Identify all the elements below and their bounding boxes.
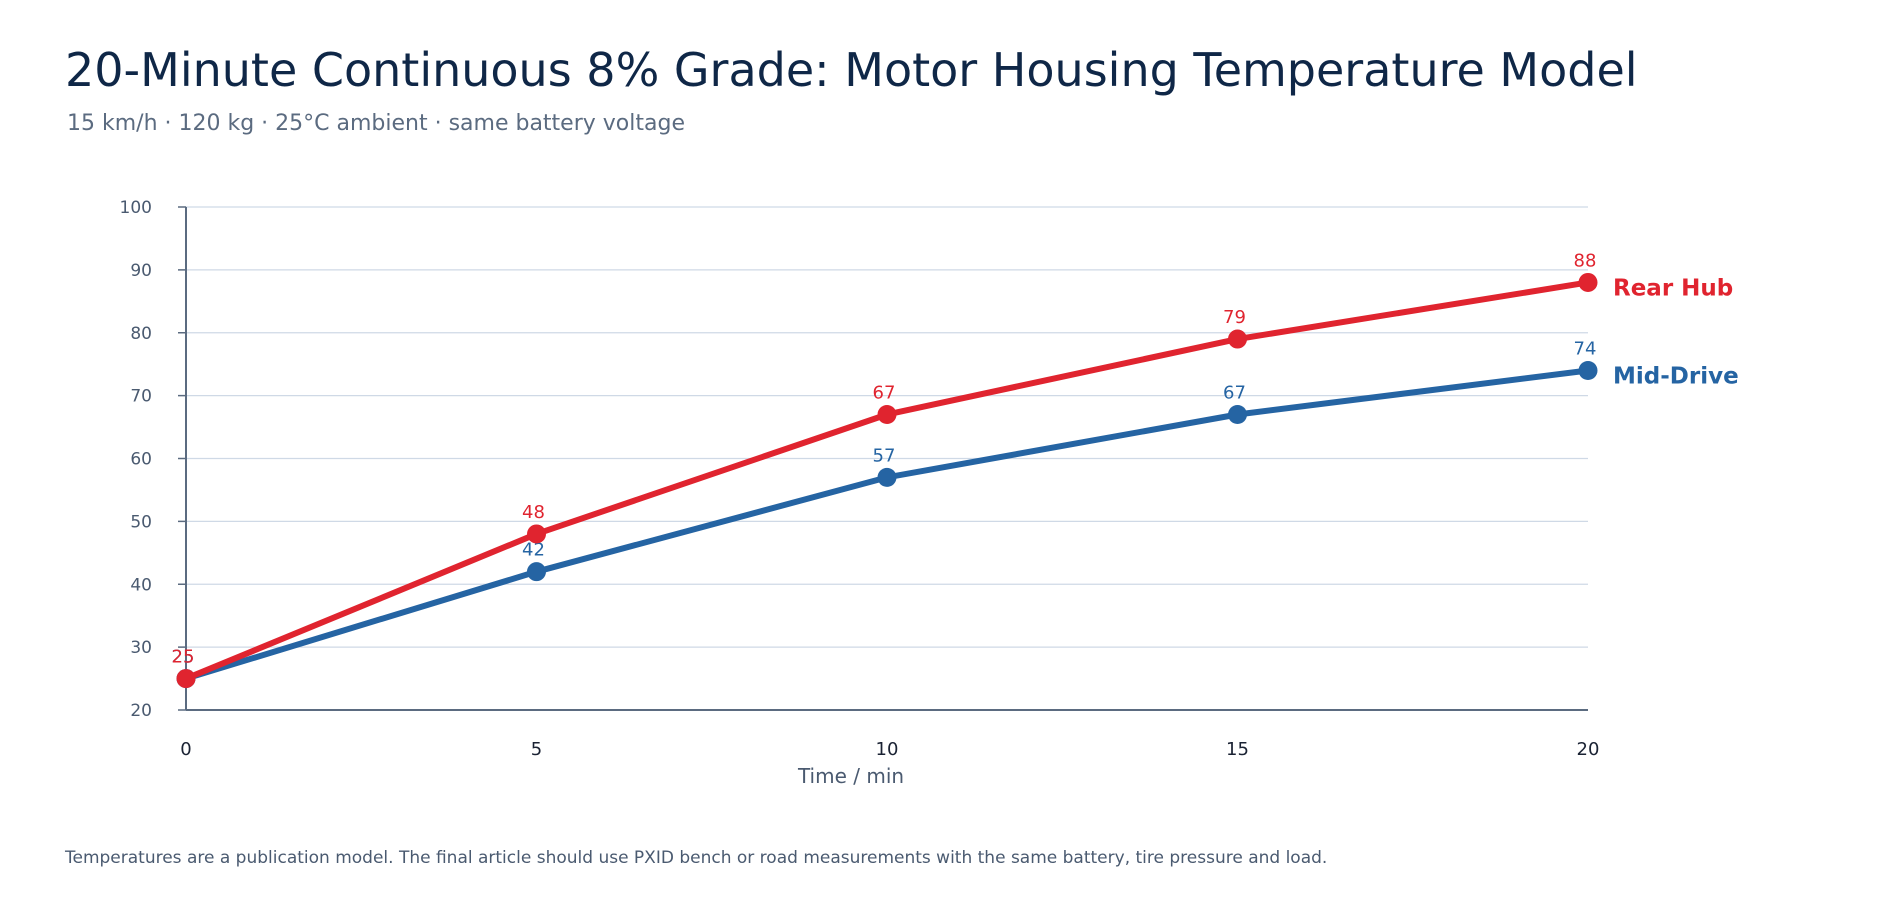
data-label-mid-drive: 67: [1223, 382, 1246, 403]
x-tick-labels: 0 5 10 15 20: [180, 739, 1599, 760]
series-name-rear-hub: Rear Hub: [1613, 275, 1733, 301]
y-tick-label: 100: [120, 198, 152, 218]
x-tick-label: 10: [876, 739, 899, 760]
y-tick-label: 40: [130, 575, 152, 595]
data-label-rear-hub: 25: [172, 647, 195, 668]
data-label-rear-hub: 88: [1574, 250, 1597, 271]
y-tick-label: 60: [130, 450, 152, 470]
series-rear-hub: 25 48 67 79 88 Rear Hub: [172, 250, 1733, 689]
x-tick-label: 20: [1577, 739, 1600, 760]
data-label-mid-drive: 42: [522, 540, 545, 561]
chart-title: 20-Minute Continuous 8% Grade: Motor Hou…: [65, 43, 1638, 97]
data-label-rear-hub: 67: [873, 382, 896, 403]
data-point-rear-hub: [1228, 329, 1247, 349]
data-label-rear-hub: 48: [522, 502, 545, 523]
data-point-mid-drive: [527, 562, 546, 582]
data-label-mid-drive: 25: [172, 647, 195, 668]
data-point-rear-hub: [1578, 272, 1598, 292]
y-tick-label: 70: [130, 387, 152, 407]
data-point-mid-drive: [1578, 360, 1598, 380]
data-point-mid-drive: [877, 467, 897, 487]
data-label-rear-hub: 79: [1223, 307, 1246, 328]
y-tick-label: 20: [130, 701, 152, 721]
y-tick-label: 90: [130, 261, 152, 281]
axes: [185, 207, 1588, 711]
x-tick-label: 0: [180, 739, 191, 760]
y-tick-label: 50: [130, 512, 152, 532]
x-axis-title: Time / min: [797, 764, 904, 788]
data-point-rear-hub: [877, 404, 897, 424]
footnote: Temperatures are a publication model. Th…: [64, 848, 1327, 868]
y-tick-labels: 20 30 40 50 60 70 80 90 100: [120, 198, 152, 721]
data-label-mid-drive: 57: [873, 445, 896, 466]
y-tick-label: 30: [130, 638, 152, 658]
data-point-rear-hub: [176, 669, 196, 689]
y-tick-label: 80: [130, 324, 152, 344]
data-point-rear-hub: [527, 524, 546, 544]
series-mid-drive: 25 42 57 67 74 Mid-Drive: [172, 338, 1739, 689]
chart-subtitle: 15 km/h · 120 kg · 25°C ambient · same b…: [67, 111, 685, 136]
series-name-mid-drive: Mid-Drive: [1613, 363, 1739, 389]
data-point-mid-drive: [1228, 404, 1247, 424]
x-tick-label: 5: [531, 739, 542, 760]
data-label-mid-drive: 74: [1574, 338, 1597, 359]
x-tick-label: 15: [1226, 739, 1249, 760]
